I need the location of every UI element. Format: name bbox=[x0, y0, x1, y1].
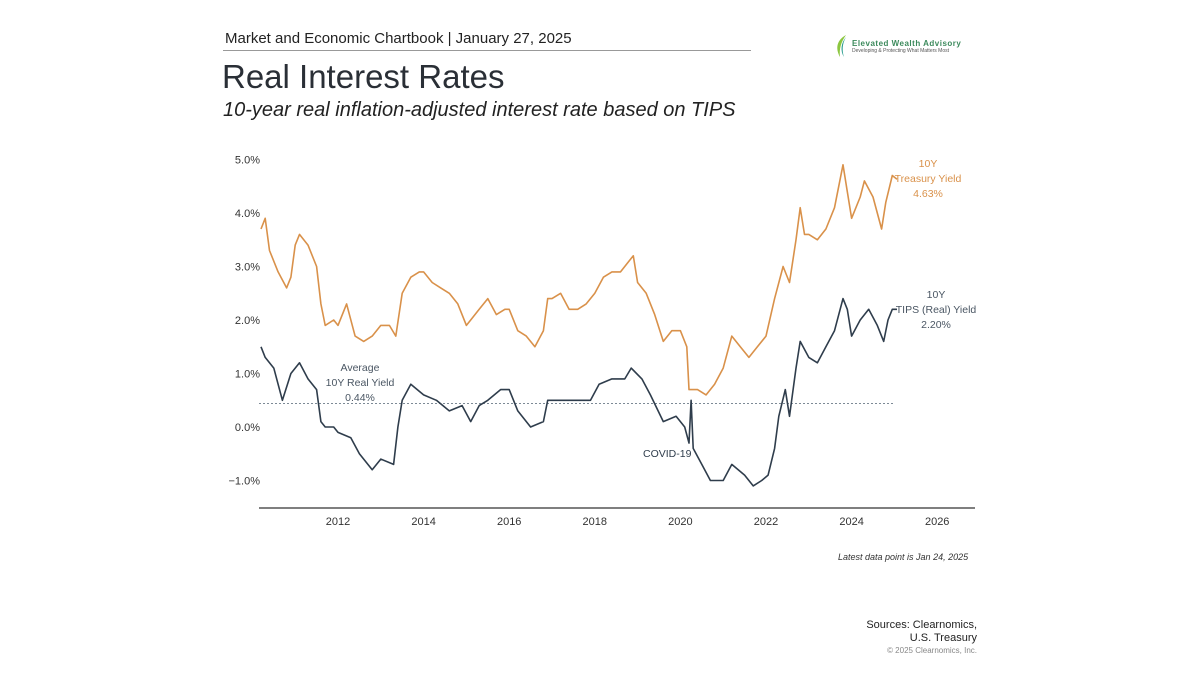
x-tick-label: 2020 bbox=[668, 516, 692, 528]
y-tick-label: 2.0% bbox=[235, 315, 260, 327]
x-tick-label: 2018 bbox=[583, 516, 607, 528]
logo-tagline: Developing & Protecting What Matters Mos… bbox=[852, 47, 949, 54]
x-tick-label: 2022 bbox=[754, 516, 778, 528]
treasury-yield-label: 4.63% bbox=[913, 188, 943, 200]
leaf-logo-icon bbox=[837, 35, 846, 57]
logo: Elevated Wealth Advisory Developing & Pr… bbox=[834, 34, 961, 58]
real-yield-line bbox=[260, 297, 897, 487]
logo-name: Elevated Wealth Advisory bbox=[852, 38, 962, 48]
x-tick-label: 2014 bbox=[411, 516, 435, 528]
covid-19-annotation: COVID-19 bbox=[643, 448, 692, 460]
sources-line-2: U.S. Treasury bbox=[909, 632, 977, 644]
page-subtitle: 10-year real inflation-adjusted interest… bbox=[223, 99, 736, 121]
x-tick-label: 2024 bbox=[839, 516, 863, 528]
x-tick-label: 2026 bbox=[925, 516, 949, 528]
average-label: Average bbox=[341, 362, 380, 374]
latest-data-note: Latest data point is Jan 24, 2025 bbox=[838, 552, 969, 562]
y-tick-label: 4.0% bbox=[235, 208, 260, 220]
y-tick-label: 0.0% bbox=[235, 422, 260, 434]
treasury-yield-label: 10Y bbox=[919, 158, 938, 170]
y-tick-label: 3.0% bbox=[235, 262, 260, 274]
real-yield-label: 10Y bbox=[927, 289, 946, 301]
copyright: © 2025 Clearnomics, Inc. bbox=[887, 646, 977, 655]
sources: Sources: Clearnomics, U.S. Treasury bbox=[866, 619, 977, 645]
x-tick-label: 2016 bbox=[497, 516, 521, 528]
treasury-yield-label: Treasury Yield bbox=[895, 173, 962, 185]
average-label: 0.44% bbox=[345, 392, 375, 404]
y-tick-label: 5.0% bbox=[235, 155, 260, 167]
page-title: Real Interest Rates bbox=[222, 58, 505, 95]
sources-line-1: Sources: Clearnomics, bbox=[866, 619, 977, 631]
header-divider bbox=[223, 50, 751, 51]
x-tick-label: 2012 bbox=[326, 516, 350, 528]
y-tick-label: −1.0% bbox=[229, 476, 261, 488]
treasury-yield-line bbox=[260, 164, 898, 396]
real-yield-label: 2.20% bbox=[921, 319, 951, 331]
average-label: 10Y Real Yield bbox=[326, 377, 395, 389]
chartbook-header: Market and Economic Chartbook | January … bbox=[225, 30, 572, 47]
real-yield-label: TIPS (Real) Yield bbox=[896, 304, 977, 316]
y-tick-label: 1.0% bbox=[235, 369, 260, 381]
